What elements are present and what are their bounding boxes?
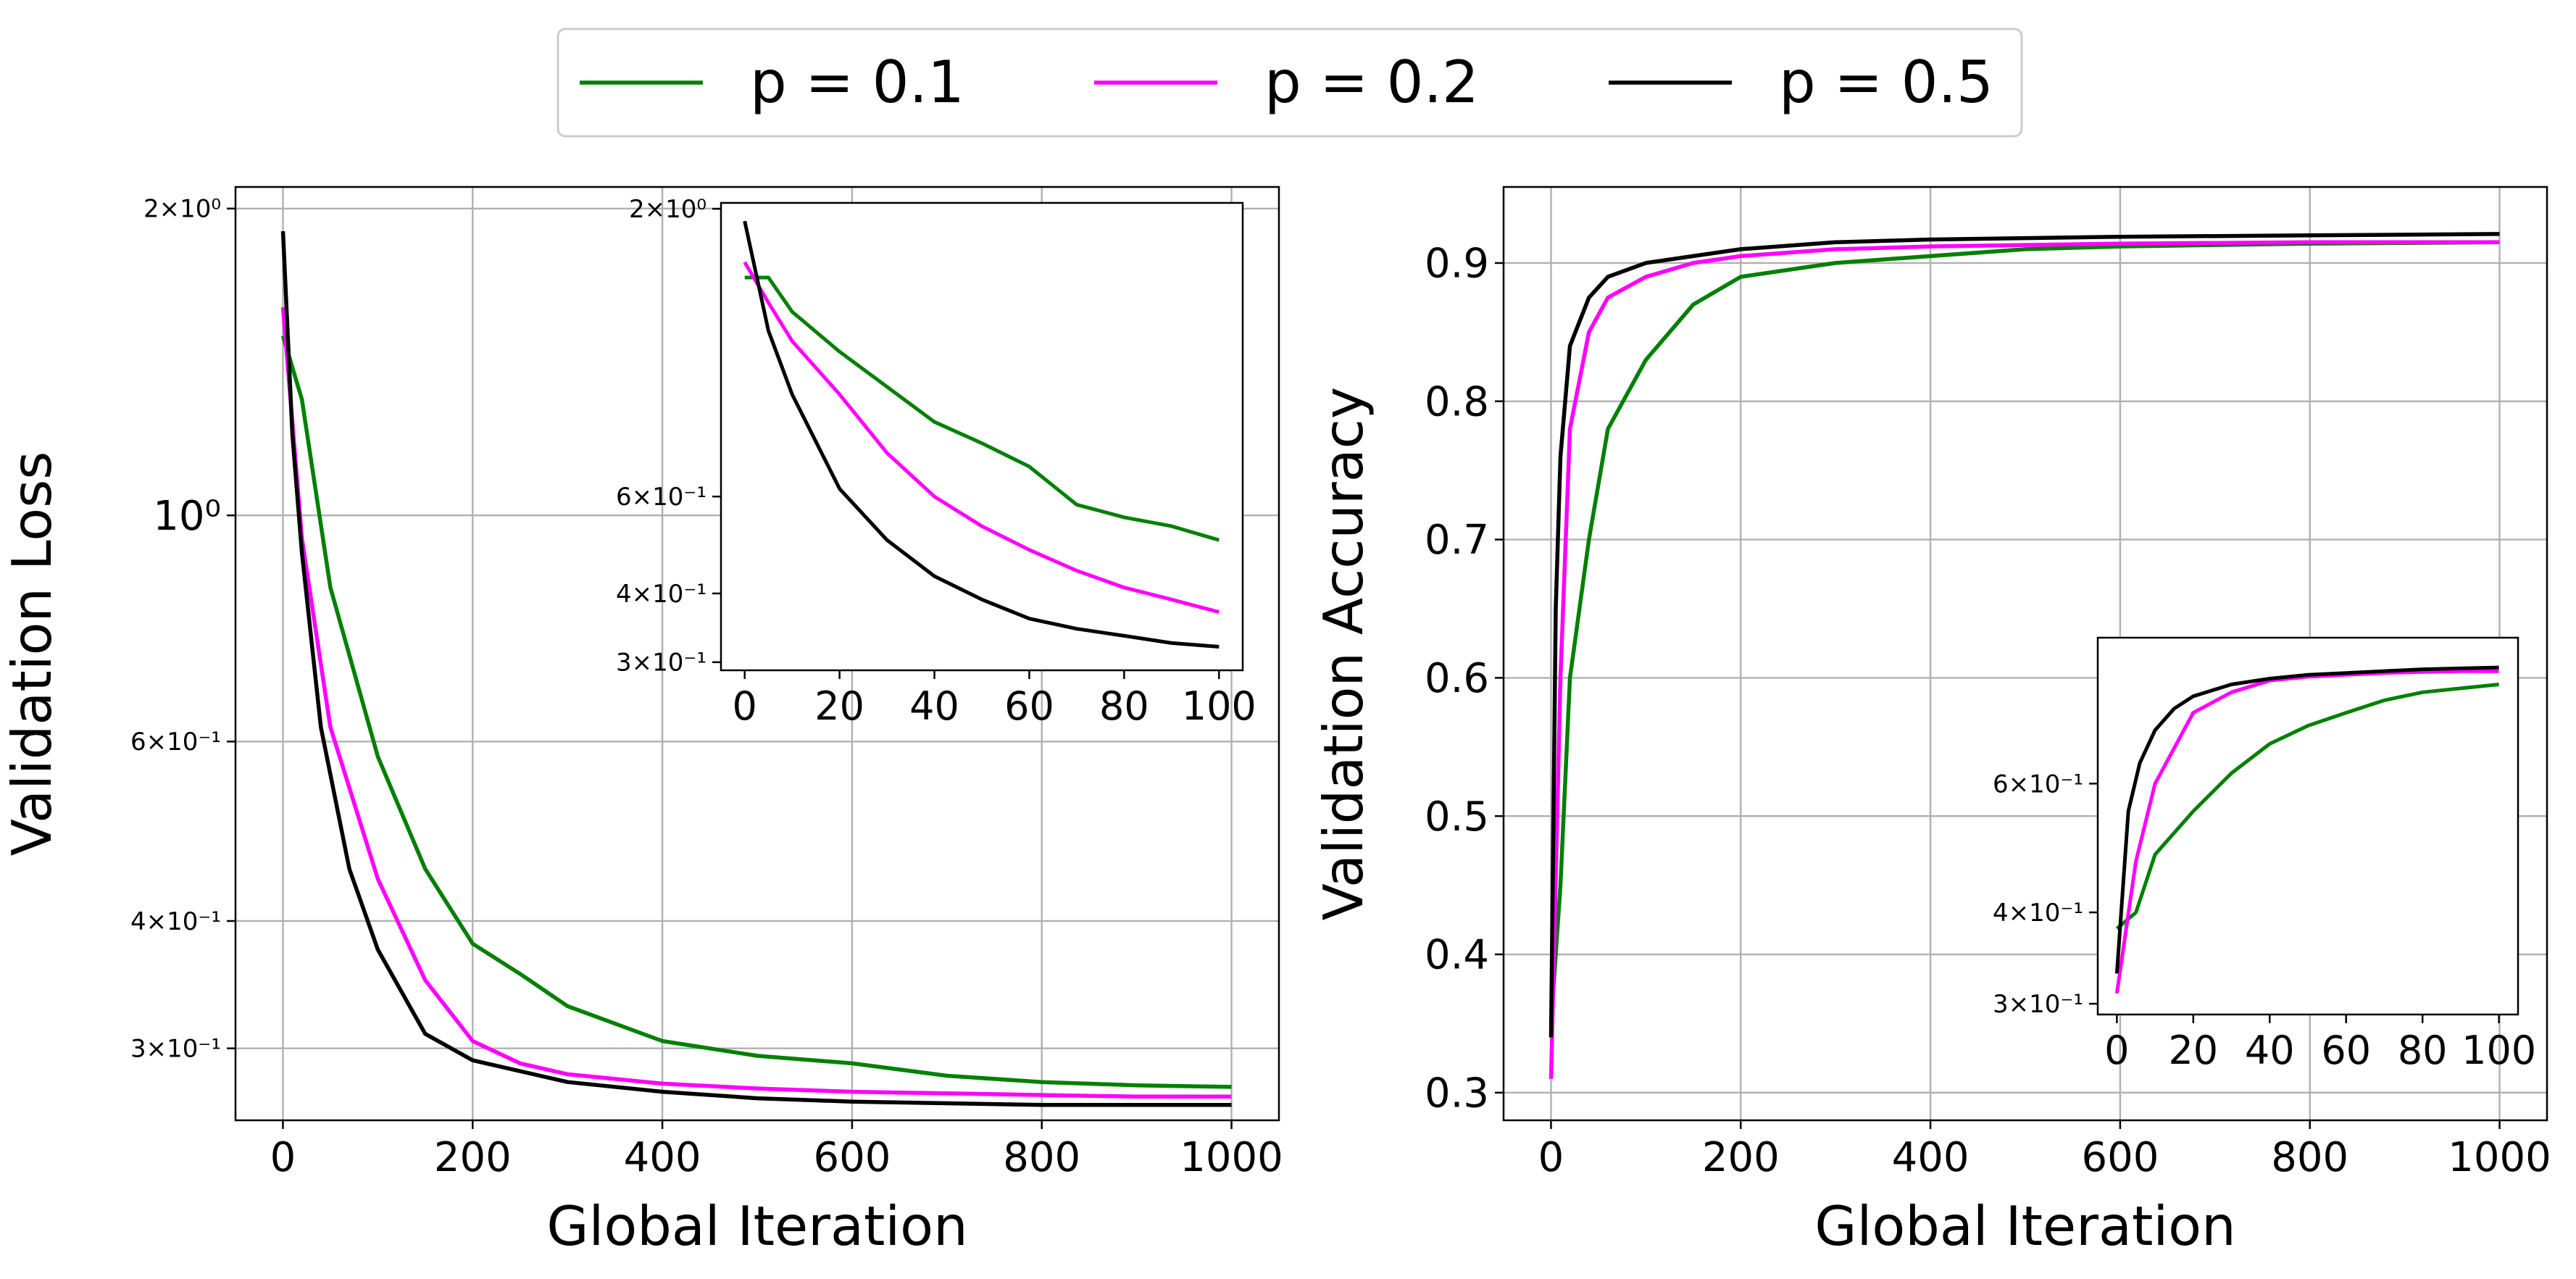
accuracy-inset-series-group (2114, 665, 2499, 994)
loss-inset-y-tick-label: 4×10⁻¹ (616, 580, 706, 609)
accuracy-y-tick-label: 0.4 (1425, 932, 1489, 979)
loss-inset-y-tick-label: 6×10⁻¹ (616, 483, 706, 512)
loss-inset-series-line-1 (744, 275, 1220, 542)
legend-label-3: p = 0.5 (1779, 49, 1993, 116)
accuracy-inset-x-tick-label: 40 (2245, 1028, 2295, 1073)
loss-inset-x-tick-label: 80 (1099, 683, 1149, 729)
loss-y-tick-label: 3×10⁻¹ (130, 1035, 221, 1064)
accuracy-inset-x-tick-label: 60 (2321, 1028, 2371, 1073)
loss-inset-series-group (743, 220, 1220, 649)
accuracy-axes-frame (1502, 186, 2548, 1122)
accuracy-x-tick-label: 800 (2271, 1134, 2348, 1181)
legend-label-1: p = 0.1 (750, 49, 964, 116)
accuracy-inset-series-line-1 (2115, 683, 2499, 930)
loss-inset-plot-area (721, 203, 1243, 670)
accuracy-x-tick-label: 200 (1702, 1134, 1780, 1181)
accuracy-series-line-3 (1548, 232, 2500, 1038)
accuracy-x-tick-label: 0 (1538, 1134, 1564, 1181)
accuracy-y-tick-label: 0.8 (1425, 378, 1489, 425)
loss-inset-chart: 0 20 40 60 80 100 2×10⁰ 6×10⁻¹ 4×10⁻¹ 3×10⁻¹ (616, 195, 1256, 729)
accuracy-series-line-1 (1548, 240, 2500, 1024)
loss-series-line-1 (280, 335, 1232, 1089)
accuracy-inset-plot-area (2098, 638, 2518, 1015)
accuracy-y-tick-label: 0.7 (1425, 517, 1489, 564)
accuracy-inset-x-tick-label: 100 (2462, 1028, 2536, 1073)
loss-y-tick-label: 10⁰ (153, 493, 221, 540)
accuracy-y-axis-label: Validation Accuracy (1312, 387, 1375, 921)
legend: p = 0.1 p = 0.2 p = 0.5 (557, 28, 2023, 138)
accuracy-y-tick-label: 0.9 (1425, 241, 1489, 288)
accuracy-inset-series-line-2 (2114, 669, 2499, 994)
accuracy-inset-x-tick-label: 80 (2398, 1028, 2448, 1073)
loss-inset-series-line-2 (743, 261, 1220, 614)
accuracy-inset-chart: 0 20 40 60 80 100 6×10⁻¹ 4×10⁻¹ 3×10⁻¹ (1993, 636, 2536, 1073)
loss-inset-x-tick-label: 100 (1182, 683, 1256, 729)
accuracy-inset-y-tick-label: 3×10⁻¹ (1993, 990, 2083, 1019)
loss-x-tick-label: 200 (434, 1134, 512, 1181)
accuracy-inset-y-tick-label: 4×10⁻¹ (1993, 899, 2083, 928)
loss-inset-x-tick-label: 60 (1004, 683, 1054, 729)
accuracy-series-line-2 (1548, 240, 2500, 1079)
loss-x-tick-label: 800 (1003, 1134, 1080, 1181)
loss-x-tick-label: 400 (624, 1134, 701, 1181)
loss-inset-y-tick-label: 2×10⁰ (629, 195, 706, 224)
loss-y-tick-label: 4×10⁻¹ (130, 907, 221, 936)
accuracy-chart-panel: 0 200 400 600 800 10000.30.40.50.60.70.80.9Gl… (1312, 186, 2551, 1258)
loss-inset-x-tick-label: 20 (814, 683, 864, 729)
accuracy-x-tick-label: 1000 (2448, 1134, 2551, 1181)
accuracy-inset-x-tick-label: 0 (2104, 1028, 2129, 1073)
loss-inset-x-tick-label: 40 (909, 683, 959, 729)
loss-series-line-2 (280, 307, 1232, 1099)
loss-chart-panel: 0 200 400 600 800 10002×10⁰10⁰6×10⁻¹4×10⁻¹3×1… (0, 186, 1283, 1258)
loss-series-line-3 (280, 230, 1232, 1107)
loss-inset-x-tick-label: 0 (733, 683, 757, 729)
loss-y-tick-label: 2×10⁰ (143, 195, 221, 224)
loss-inset-y-tick-label: 3×10⁻¹ (616, 649, 706, 678)
accuracy-x-tick-label: 600 (2081, 1134, 2159, 1181)
legend-label-2: p = 0.2 (1264, 49, 1479, 116)
accuracy-y-tick-label: 0.6 (1425, 655, 1489, 702)
accuracy-inset-y-tick-label: 6×10⁻¹ (1993, 770, 2083, 799)
accuracy-x-tick-label: 400 (1892, 1134, 1969, 1181)
accuracy-inset-axes-frame (2096, 636, 2519, 1016)
accuracy-y-tick-label: 0.3 (1425, 1070, 1489, 1117)
loss-y-axis-label: Validation Loss (0, 451, 64, 857)
loss-axes-frame (234, 186, 1280, 1122)
loss-y-tick-label: 6×10⁻¹ (130, 728, 221, 757)
loss-inset-series-line-3 (743, 220, 1220, 649)
accuracy-inset-x-tick-label: 20 (2168, 1028, 2218, 1073)
accuracy-inset-series-line-3 (2114, 665, 2499, 974)
legend-frame (557, 28, 2023, 138)
accuracy-y-tick-label: 0.5 (1425, 793, 1489, 841)
loss-series-group (280, 230, 1232, 1107)
loss-inset-axes-frame (720, 201, 1244, 672)
loss-x-axis-label: Global Iteration (546, 1194, 967, 1258)
accuracy-x-axis-label: Global Iteration (1814, 1194, 2235, 1258)
loss-x-tick-label: 1000 (1180, 1134, 1283, 1181)
loss-x-tick-label: 600 (813, 1134, 891, 1181)
loss-x-tick-label: 0 (270, 1134, 296, 1181)
accuracy-series-group (1548, 232, 2500, 1079)
